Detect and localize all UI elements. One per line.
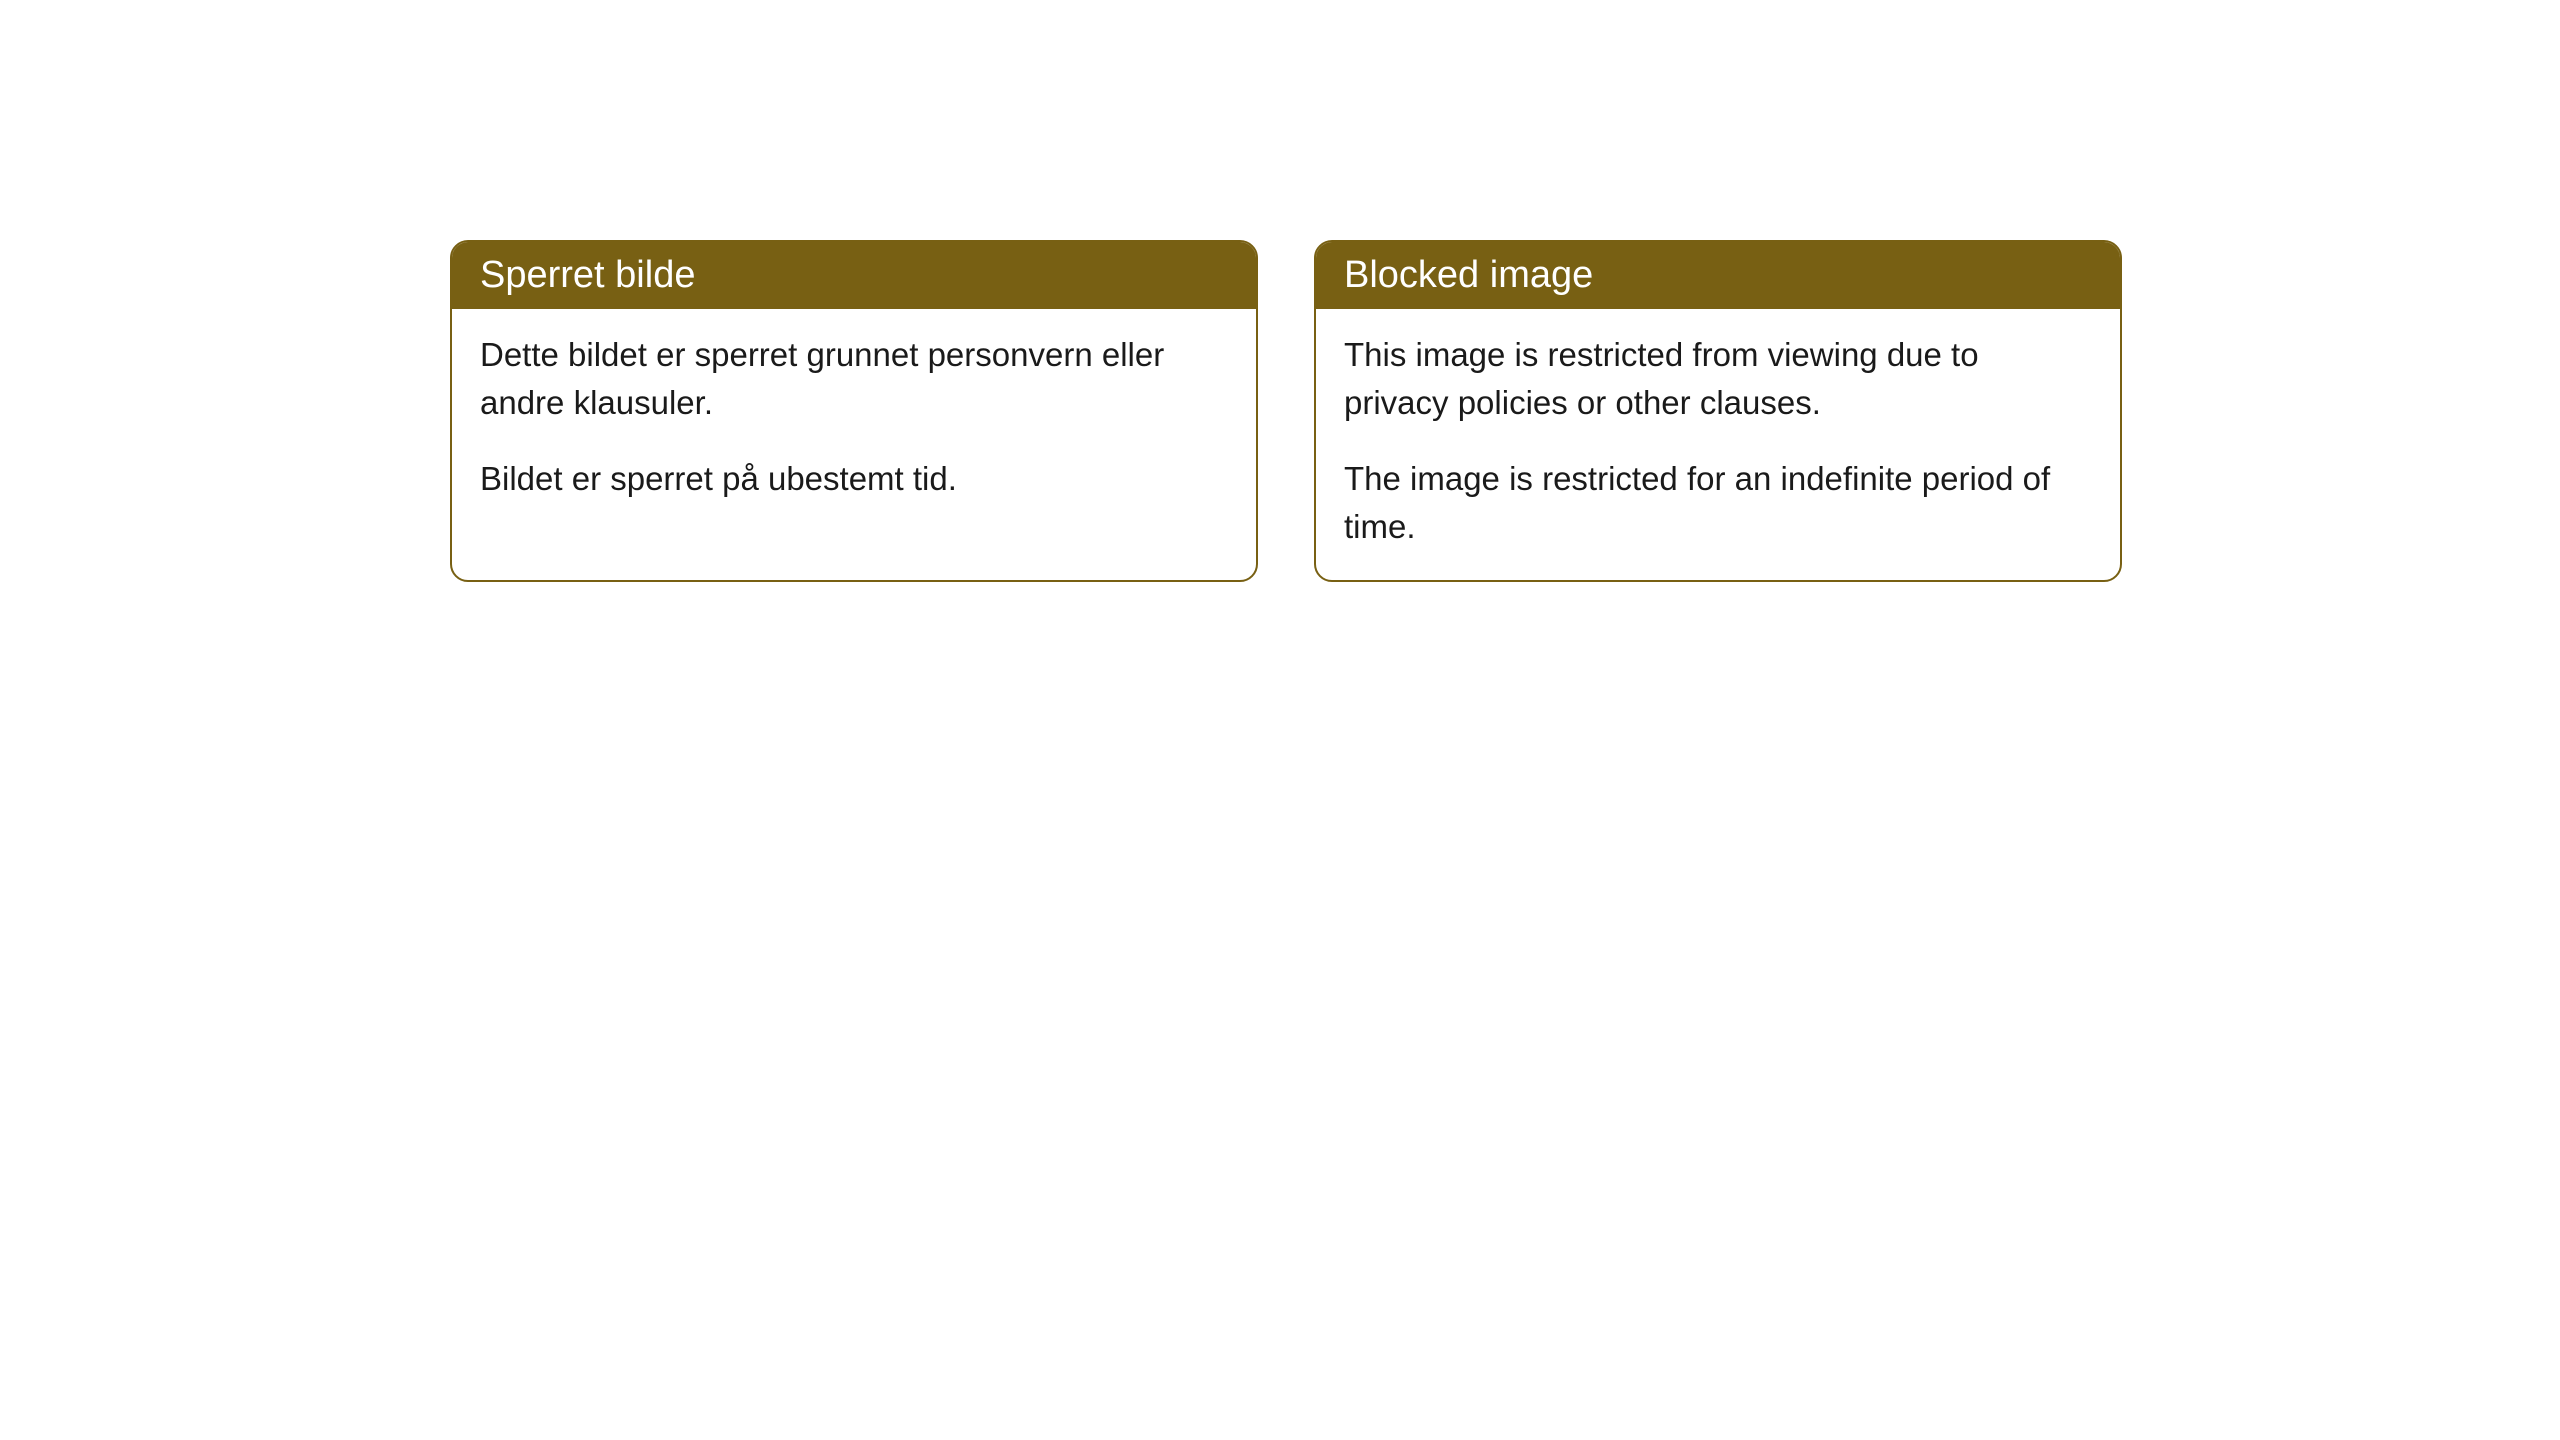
card-text-1: This image is restricted from viewing du… [1344, 331, 2092, 427]
card-header: Blocked image [1316, 242, 2120, 309]
card-header: Sperret bilde [452, 242, 1256, 309]
card-body: Dette bildet er sperret grunnet personve… [452, 309, 1256, 533]
blocked-image-card-no: Sperret bilde Dette bildet er sperret gr… [450, 240, 1258, 582]
blocked-image-card-en: Blocked image This image is restricted f… [1314, 240, 2122, 582]
card-title: Blocked image [1344, 254, 1593, 296]
card-title: Sperret bilde [480, 254, 695, 296]
card-text-1: Dette bildet er sperret grunnet personve… [480, 331, 1228, 427]
card-text-2: Bildet er sperret på ubestemt tid. [480, 455, 1228, 503]
card-body: This image is restricted from viewing du… [1316, 309, 2120, 580]
card-text-2: The image is restricted for an indefinit… [1344, 455, 2092, 551]
cards-container: Sperret bilde Dette bildet er sperret gr… [0, 0, 2560, 582]
